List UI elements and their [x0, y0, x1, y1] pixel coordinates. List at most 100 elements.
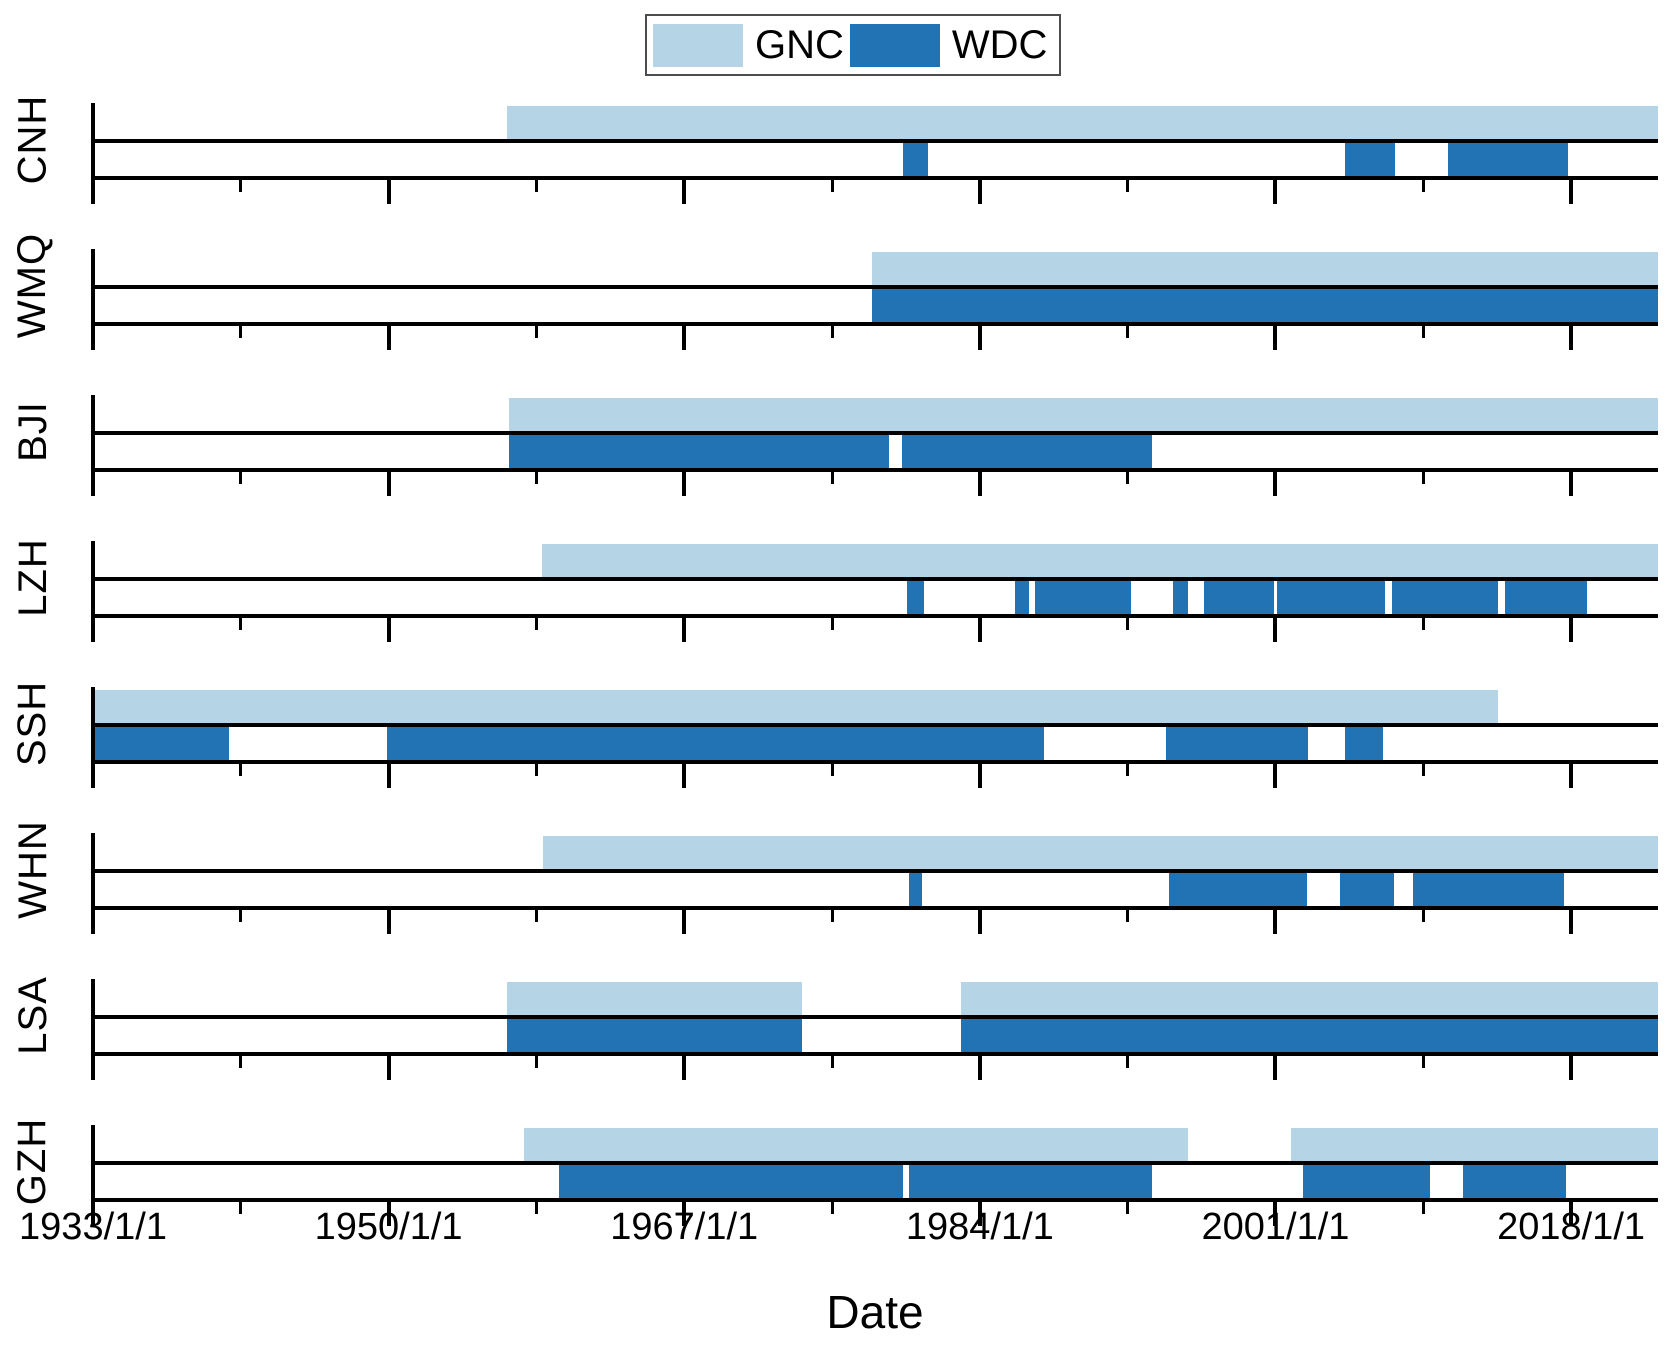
x-major-tick — [977, 326, 982, 350]
x-major-tick — [1569, 1202, 1574, 1226]
wdc-bar — [386, 727, 1045, 760]
x-major-tick — [91, 1056, 95, 1080]
x-major-tick — [682, 180, 687, 204]
x-major-tick — [91, 472, 95, 496]
gnc-bar — [872, 252, 1658, 285]
x-minor-tick — [830, 472, 834, 484]
station-label: GZH — [0, 1118, 66, 1205]
wdc-bar — [1172, 581, 1189, 614]
legend-label: GNC — [755, 22, 844, 67]
x-minor-tick — [1421, 1056, 1425, 1068]
x-minor-tick — [1126, 764, 1130, 776]
row-left-spine — [91, 687, 95, 788]
x-major-tick — [1569, 180, 1574, 204]
x-minor-tick — [534, 618, 538, 630]
x-minor-tick — [239, 326, 243, 338]
row-left-spine — [91, 833, 95, 934]
legend-item: WDC — [849, 23, 1054, 68]
x-major-tick — [977, 1056, 982, 1080]
gnc-bar — [93, 690, 1499, 723]
x-minor-tick — [239, 1202, 243, 1214]
wdc-bar — [1345, 143, 1396, 176]
row-mid-line — [91, 869, 1658, 873]
x-major-tick — [386, 910, 391, 934]
x-minor-tick — [830, 618, 834, 630]
x-major-tick — [682, 1056, 687, 1080]
station-label-text: WHN — [10, 820, 55, 919]
legend: GNC WDC — [645, 14, 1062, 76]
row-left-spine — [91, 249, 95, 350]
row-bottom-axis — [91, 614, 1658, 618]
x-minor-tick — [534, 1056, 538, 1068]
wdc-bar — [506, 1019, 803, 1052]
x-major-tick — [386, 180, 391, 204]
station-label: SSH — [0, 681, 66, 766]
x-major-tick — [386, 618, 391, 642]
x-minor-tick — [1126, 180, 1130, 192]
wdc-bar — [1412, 873, 1565, 906]
x-minor-tick — [1126, 326, 1130, 338]
x-tick-label: 1984/1/1 — [905, 1206, 1054, 1248]
x-major-tick — [977, 618, 982, 642]
x-minor-tick — [239, 180, 243, 192]
x-minor-tick — [830, 1056, 834, 1068]
gnc-bar — [506, 982, 803, 1015]
row-mid-line — [91, 285, 1658, 289]
station-label-text: GZH — [10, 1117, 55, 1206]
gnc-bar — [506, 106, 1658, 139]
x-minor-tick — [830, 910, 834, 922]
wdc-bar — [960, 1019, 1658, 1052]
x-tick-label: 1933/1/1 — [19, 1206, 167, 1248]
x-major-tick — [977, 764, 982, 788]
station-label-text: WMQ — [10, 232, 55, 339]
wdc-bar — [1204, 581, 1274, 614]
wdc-bar — [508, 435, 890, 468]
x-minor-tick — [1421, 326, 1425, 338]
x-minor-tick — [830, 180, 834, 192]
x-major-tick — [91, 1202, 95, 1226]
x-minor-tick — [239, 472, 243, 484]
x-minor-tick — [534, 910, 538, 922]
wdc-bar — [93, 727, 229, 760]
x-minor-tick — [1421, 1202, 1425, 1214]
row-bottom-axis — [91, 906, 1658, 910]
x-major-tick — [682, 764, 687, 788]
x-minor-tick — [239, 1056, 243, 1068]
x-minor-tick — [534, 764, 538, 776]
wdc-bar — [1277, 581, 1385, 614]
gnc-bar — [524, 1128, 1189, 1161]
wdc-bar — [1463, 1165, 1566, 1198]
station-label: WMQ — [0, 233, 66, 338]
wdc-bar — [1169, 873, 1307, 906]
x-minor-tick — [1421, 764, 1425, 776]
row-mid-line — [91, 1015, 1658, 1019]
x-major-tick — [1273, 1056, 1278, 1080]
x-major-tick — [1569, 472, 1574, 496]
x-major-tick — [386, 472, 391, 496]
gnc-bar — [541, 544, 1658, 577]
x-major-tick — [1569, 618, 1574, 642]
x-major-tick — [91, 180, 95, 204]
wdc-bar — [559, 1165, 904, 1198]
row-left-spine — [91, 1125, 95, 1226]
wdc-bar — [1303, 1165, 1431, 1198]
x-major-tick — [682, 326, 687, 350]
row-left-spine — [91, 103, 95, 204]
row-mid-line — [91, 1161, 1658, 1165]
wdc-bar — [1504, 581, 1587, 614]
station-label-text: SSH — [10, 680, 55, 767]
row-left-spine — [91, 979, 95, 1080]
x-major-tick — [91, 326, 95, 350]
station-label-text: CNH — [10, 94, 55, 185]
row-bottom-axis — [91, 176, 1658, 180]
wdc-bar — [903, 143, 928, 176]
x-minor-tick — [239, 618, 243, 630]
wdc-bar — [908, 873, 923, 906]
x-tick-label: 2001/1/1 — [1201, 1206, 1350, 1248]
x-major-tick — [1273, 618, 1278, 642]
row-left-spine — [91, 541, 95, 642]
x-axis-title: Date — [826, 1286, 924, 1338]
row-mid-line — [91, 431, 1658, 435]
wdc-bar — [872, 289, 1658, 322]
gnc-bar — [543, 836, 1658, 869]
